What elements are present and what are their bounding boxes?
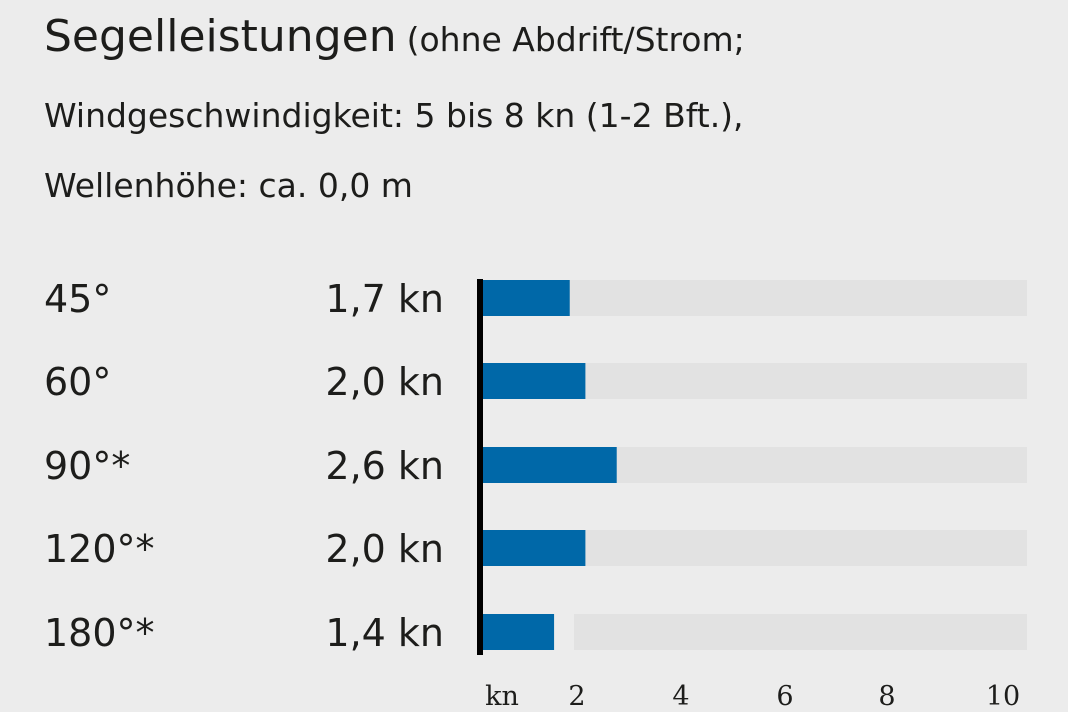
x-tick-label: 10 [986,681,1020,712]
bars [481,280,617,650]
x-tick-label: 6 [776,681,793,712]
value-label: 2,0 kn [325,360,444,404]
chart-title: Segelleistungen [44,11,397,62]
category-label: 180°* [44,611,155,655]
category-label: 120°* [44,527,155,571]
value-label: 2,6 kn [325,444,444,488]
x-tick-label: 8 [878,681,895,712]
bar [481,447,617,483]
bar [481,280,570,316]
value-label: 2,0 kn [325,527,444,571]
x-tick-label: 4 [672,681,689,712]
chart-title-block: Segelleistungen (ohne Abdrift/Strom; Wind… [44,2,1054,221]
x-axis-ticks: kn 2 4 6 8 10 [485,681,1020,712]
chart-subtitle-part-2: Windgeschwindigkeit: 5 bis 8 kn (1-2 Bft… [44,96,744,135]
chart-subtitle-part-1: (ohne Abdrift/Strom; [406,20,745,59]
x-unit-label: kn [485,681,519,712]
category-label: 60° [44,360,111,404]
chart-subtitle-part-3: Wellenhöhe: ca. 0,0 m [44,166,413,205]
bar [481,530,586,566]
bar [481,614,555,650]
row-labels: 45° 1,7 kn 60° 2,0 kn 90°* 2,6 kn 120°* 2,0 kn 1… [44,277,444,655]
bar-track [574,614,1027,650]
value-label: 1,4 kn [325,611,444,655]
value-label: 1,7 kn [325,277,444,321]
title-row-1: Segelleistungen (ohne Abdrift/Strom; [44,2,1054,81]
x-tick-label: 2 [568,681,585,712]
category-label: 45° [44,277,111,321]
category-label: 90°* [44,444,130,488]
bar [481,363,586,399]
bar-track [481,280,1027,316]
